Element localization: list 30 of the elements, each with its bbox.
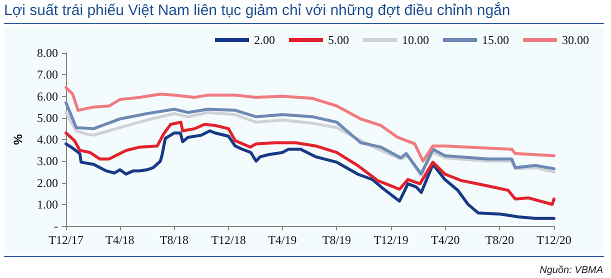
y-tick-label: 5.00 [37,110,58,125]
y-tick-label: 8.00 [37,46,58,60]
y-axis-title: % [11,134,25,145]
y-tick-label: 1.00 [37,197,58,212]
legend-label: 10.00 [402,33,429,47]
x-tick-label: T8/18 [160,233,189,247]
legend-label: 2.00 [254,33,275,47]
text: Nguồn: VBMA [540,265,603,276]
y-tick-label: 2.00 [37,176,58,190]
y-tick-label: 6.00 [37,89,58,104]
y-tick-label: 7.00 [37,68,58,82]
legend-label: 5.00 [328,33,349,47]
x-tick-label: T8/19 [322,233,352,247]
x-tick-label: T12/19 [374,233,408,247]
x-tick-label: T12/17 [48,233,84,247]
x-tick-label: T4/18 [106,233,134,247]
line-series [64,120,556,206]
legend-label: 15.00 [482,33,509,47]
chart-title: Lợi suất trái phiếu Việt Nam liên tục giảm chỉ với những đợt điều chỉnh ngắn [4,2,604,24]
x-tick-label: T12/20 [536,233,572,247]
x-tick-label: T8/20 [485,233,514,247]
y-tick-label: 3.00 [37,154,58,168]
y-tick-label: 4.00 [37,132,58,146]
x-tick-label: T4/19 [268,233,297,247]
x-tick-label: T4/20 [431,233,460,247]
x-tick-label: T12/18 [211,233,246,247]
y-tick-label: - [54,219,58,233]
line-series [64,86,556,163]
legend-label: 30.00 [562,33,589,47]
line-series [64,129,556,220]
